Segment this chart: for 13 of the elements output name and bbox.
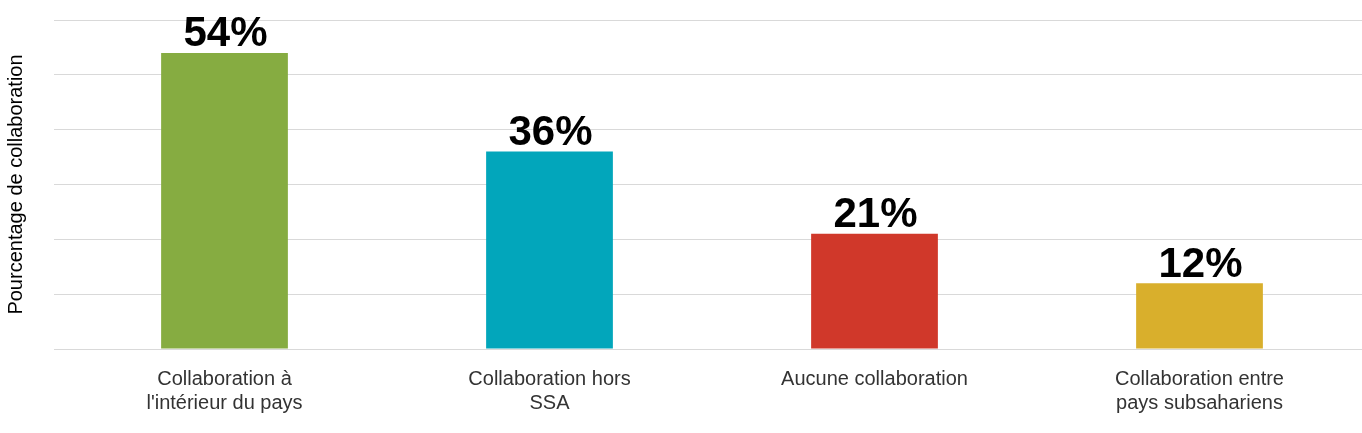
x-tick-label: Aucune collaboration	[781, 366, 968, 389]
bar	[486, 151, 613, 349]
data-label: 12%	[1158, 238, 1243, 286]
data-label: 36%	[508, 107, 593, 155]
data-label: 21%	[833, 189, 918, 237]
bar	[161, 52, 288, 349]
y-axis-title: Pourcentage de collaboration	[3, 54, 26, 315]
data-label: 54%	[183, 8, 268, 56]
x-tick-label: Collaboration entre pays subsahariens	[1115, 366, 1284, 413]
bar	[1136, 283, 1263, 349]
x-tick-label: Collaboration à l'intérieur du pays	[146, 366, 303, 413]
x-tick-label: Collaboration hors SSA	[468, 366, 631, 413]
bar	[811, 233, 938, 349]
